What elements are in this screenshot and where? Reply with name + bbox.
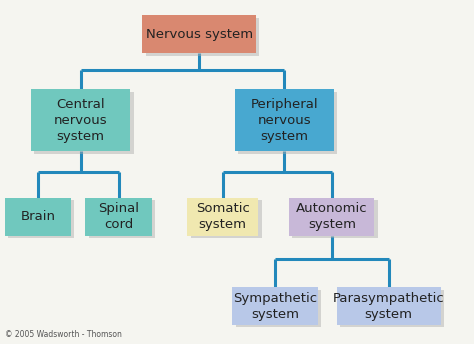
Text: © 2005 Wadsworth - Thomson: © 2005 Wadsworth - Thomson xyxy=(5,330,122,339)
Text: Sympathetic
system: Sympathetic system xyxy=(233,292,317,321)
FancyBboxPatch shape xyxy=(34,92,134,154)
FancyBboxPatch shape xyxy=(340,290,444,327)
Text: Somatic
system: Somatic system xyxy=(196,202,250,231)
FancyBboxPatch shape xyxy=(89,200,155,238)
FancyBboxPatch shape xyxy=(232,287,318,325)
FancyBboxPatch shape xyxy=(238,92,337,154)
Text: Autonomic
system: Autonomic system xyxy=(296,202,368,231)
FancyBboxPatch shape xyxy=(337,287,441,325)
FancyBboxPatch shape xyxy=(235,89,334,151)
FancyBboxPatch shape xyxy=(289,198,374,236)
FancyBboxPatch shape xyxy=(8,200,74,238)
FancyBboxPatch shape xyxy=(292,200,378,238)
Text: Spinal
cord: Spinal cord xyxy=(98,202,139,231)
Text: Peripheral
nervous
system: Peripheral nervous system xyxy=(251,98,318,143)
FancyBboxPatch shape xyxy=(191,200,262,238)
FancyBboxPatch shape xyxy=(236,290,321,327)
Text: Central
nervous
system: Central nervous system xyxy=(54,98,108,143)
FancyBboxPatch shape xyxy=(187,198,258,236)
FancyBboxPatch shape xyxy=(142,15,256,53)
Text: Parasympathetic
system: Parasympathetic system xyxy=(333,292,445,321)
FancyBboxPatch shape xyxy=(31,89,130,151)
FancyBboxPatch shape xyxy=(85,198,152,236)
Text: Nervous system: Nervous system xyxy=(146,28,253,41)
Text: Brain: Brain xyxy=(20,210,55,223)
FancyBboxPatch shape xyxy=(146,18,259,56)
FancyBboxPatch shape xyxy=(5,198,71,236)
